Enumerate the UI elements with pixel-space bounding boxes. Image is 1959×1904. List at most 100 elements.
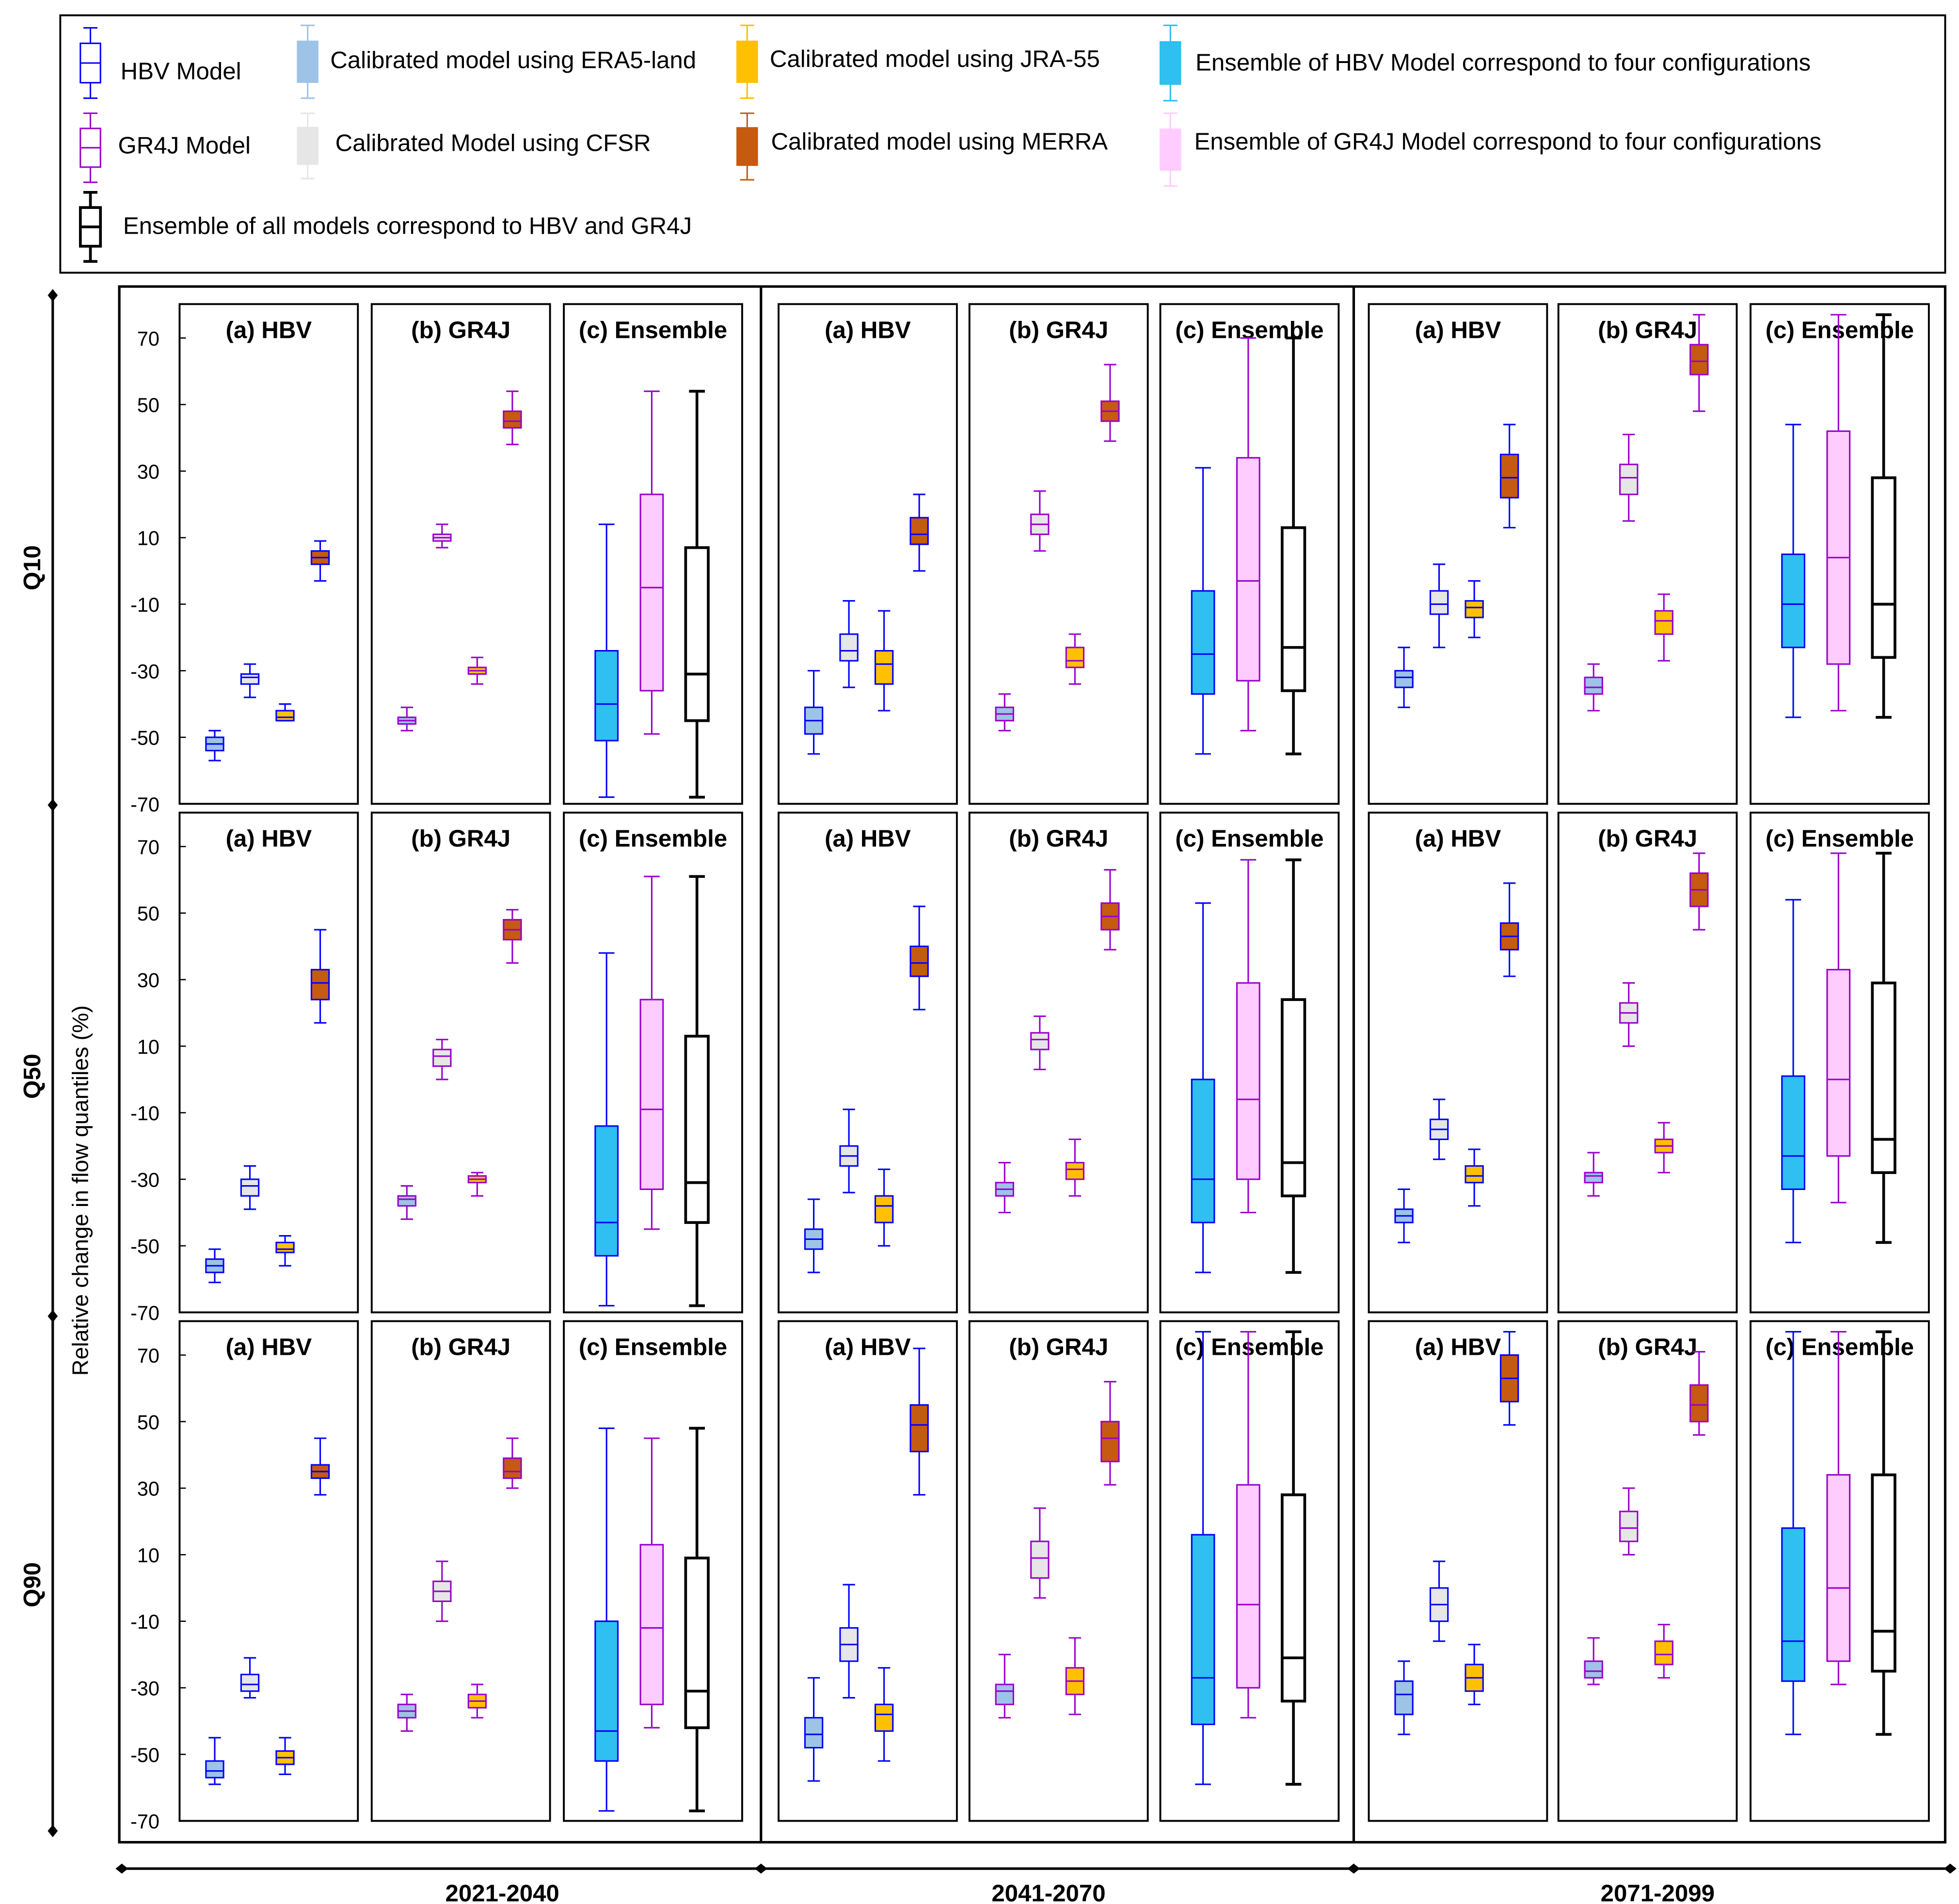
iqr-box bbox=[1030, 1540, 1050, 1579]
panel-title: (b) GR4J bbox=[411, 825, 510, 852]
panel-title: (b) GR4J bbox=[1009, 825, 1108, 852]
box-cfsr bbox=[1030, 1507, 1050, 1599]
box-era5-land bbox=[995, 693, 1014, 731]
legend-item-jra: Calibrated model using JRA-55 bbox=[736, 24, 1100, 99]
box-era5-land bbox=[1394, 1188, 1414, 1243]
diamond-marker bbox=[115, 1863, 128, 1874]
box-cfsr bbox=[839, 1109, 859, 1193]
box-era5-land bbox=[205, 1248, 224, 1284]
panel-Q50-2041-2070-ensemble: (c) Ensemble bbox=[1159, 811, 1340, 1314]
box-all-models-ensemble bbox=[1280, 336, 1306, 756]
panel-Q50-2041-2070-gr4j: (b) GR4J bbox=[968, 811, 1149, 1314]
y-tick-label: 10 bbox=[137, 527, 159, 550]
y-tick-label: -50 bbox=[130, 727, 159, 749]
legend-swatch bbox=[79, 190, 102, 263]
iqr-box bbox=[874, 650, 894, 685]
panel-Q10-2021-2040-hbv: (a) HBV bbox=[178, 303, 359, 805]
legend-label: GR4J Model bbox=[118, 132, 250, 159]
period-label: 2041-2070 bbox=[991, 1880, 1105, 1904]
box-era5-land bbox=[1584, 1152, 1603, 1197]
box-cfsr bbox=[1030, 1015, 1050, 1070]
panel-Q90-2071-2099-hbv: (a) HBV bbox=[1368, 1320, 1548, 1822]
legend-swatch bbox=[1159, 24, 1181, 102]
box-merra bbox=[909, 905, 929, 1011]
box-cfsr bbox=[1030, 490, 1050, 552]
panel-frame bbox=[968, 811, 1149, 1314]
panel-title: (a) HBV bbox=[1415, 317, 1501, 343]
iqr-box bbox=[1689, 1384, 1709, 1423]
box-hbv-ensemble bbox=[1191, 1331, 1215, 1785]
panel-Q50-2021-2040-ensemble: (c) Ensemble bbox=[563, 811, 743, 1314]
box-cfsr bbox=[1429, 563, 1449, 649]
legend-item-cfsr: Calibrated Model using CFSR bbox=[297, 112, 651, 179]
iqr-box bbox=[1871, 1473, 1896, 1673]
iqr-box bbox=[1871, 476, 1896, 659]
box-cfsr bbox=[1619, 1487, 1639, 1555]
box-hbv-ensemble bbox=[594, 952, 619, 1307]
panel-title: (a) HBV bbox=[825, 825, 911, 852]
panel-frame bbox=[968, 303, 1149, 805]
iqr-box bbox=[874, 1703, 894, 1732]
box-hbv-ensemble bbox=[1781, 899, 1805, 1243]
panel-frame bbox=[370, 1320, 551, 1822]
panel-Q10-2021-2040-gr4j: (b) GR4J bbox=[370, 303, 551, 805]
iqr-box bbox=[240, 1178, 260, 1197]
box-jra-55 bbox=[275, 703, 295, 722]
panel-Q50-2021-2040-gr4j: (b) GR4J bbox=[370, 811, 551, 1314]
box-all-models-ensemble bbox=[1871, 852, 1896, 1244]
diamond-marker bbox=[48, 798, 58, 811]
box-era5-land bbox=[397, 1694, 416, 1732]
panel-Q50-2021-2040-hbv: (a) HBV bbox=[178, 811, 359, 1314]
y-tick-label: -10 bbox=[130, 1610, 159, 1633]
box-gr4j-ensemble bbox=[1236, 1331, 1260, 1719]
box-era5-land bbox=[205, 730, 224, 762]
panel-Q10-2041-2070-ensemble: (c) Ensemble bbox=[1159, 303, 1340, 805]
panel-frame bbox=[968, 1320, 1149, 1822]
iqr-box bbox=[1191, 1534, 1215, 1726]
box-merra bbox=[1689, 852, 1709, 931]
box-hbv-ensemble bbox=[1191, 467, 1215, 755]
iqr-box bbox=[1236, 1484, 1260, 1689]
row-label-Q90: Q90 bbox=[19, 1562, 46, 1607]
iqr-box bbox=[1394, 1680, 1414, 1715]
box-jra-55 bbox=[1065, 633, 1085, 685]
panel-frame bbox=[1368, 1320, 1548, 1822]
iqr-box bbox=[240, 673, 260, 685]
panel-Q10-2041-2070-gr4j: (b) GR4J bbox=[968, 303, 1149, 805]
box-era5-land bbox=[1394, 1660, 1414, 1735]
panel-frame bbox=[178, 811, 359, 1314]
box-gr4j-ensemble bbox=[639, 390, 664, 735]
panel-title: (c) Ensemble bbox=[1175, 317, 1323, 343]
box-merra bbox=[1100, 364, 1120, 442]
legend: HBV Model Calibrated model using ERA5-lan… bbox=[79, 24, 1821, 263]
iqr-box bbox=[639, 1544, 664, 1705]
box-merra bbox=[503, 1437, 522, 1489]
iqr-box bbox=[397, 1195, 416, 1207]
legend-frame bbox=[59, 14, 1946, 274]
box-jra-55 bbox=[874, 1667, 894, 1762]
iqr-box bbox=[1781, 553, 1805, 649]
box-merra bbox=[503, 390, 522, 445]
box-era5-land bbox=[205, 1737, 224, 1785]
iqr-box bbox=[1030, 1032, 1050, 1050]
legend-swatch bbox=[80, 27, 101, 99]
period-label: 2071-2099 bbox=[1601, 1880, 1715, 1904]
box-jra-55 bbox=[1465, 1148, 1484, 1207]
y-tick-label: -30 bbox=[130, 1677, 159, 1700]
iqr-box bbox=[684, 546, 710, 722]
panel-frame bbox=[370, 811, 551, 1314]
iqr-box bbox=[1100, 1421, 1120, 1462]
box-era5-land bbox=[995, 1653, 1014, 1719]
iqr-box bbox=[1191, 1079, 1215, 1223]
diamond-marker bbox=[48, 1310, 58, 1323]
legend-label: HBV Model bbox=[121, 58, 241, 85]
box-merra bbox=[1100, 869, 1120, 951]
iqr-box bbox=[240, 1673, 260, 1692]
y-tick-label: 50 bbox=[137, 902, 159, 925]
box-merra bbox=[310, 1437, 330, 1496]
box-jra-55 bbox=[1654, 1623, 1673, 1679]
panel-title: (c) Ensemble bbox=[579, 317, 727, 343]
legend-swatch bbox=[297, 24, 319, 99]
iqr-box bbox=[1826, 430, 1851, 665]
legend-label: Ensemble of all models correspond to HBV… bbox=[123, 212, 692, 239]
